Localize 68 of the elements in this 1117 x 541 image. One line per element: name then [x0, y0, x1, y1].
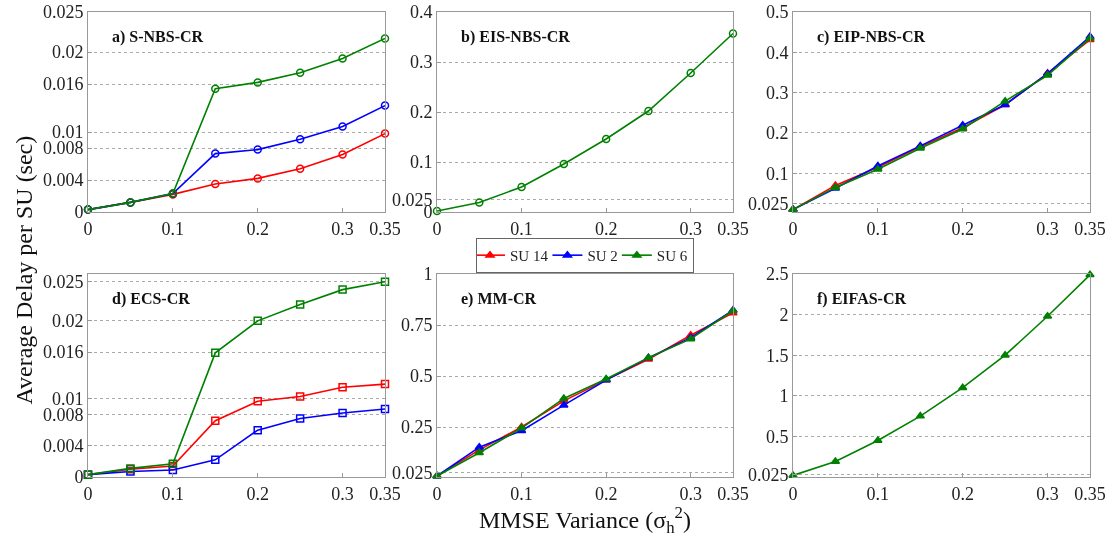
y-tick-label: 0 — [74, 202, 84, 223]
x-tick-label: 0.3 — [679, 483, 702, 504]
y-tick-label: 0.25 — [400, 417, 433, 438]
x-tick-label: 0.1 — [161, 218, 185, 239]
y-tick-label: 0.2 — [765, 123, 789, 144]
x-tick-label: 0.2 — [246, 483, 269, 504]
x-tick-label: 0.3 — [679, 218, 702, 239]
y-tick-label: 0.3 — [765, 82, 789, 103]
y-tick-label: 1 — [779, 386, 789, 407]
y-tick-label: 0.004 — [42, 436, 84, 457]
y-tick-label: 1 — [423, 264, 433, 285]
y-tick-label: 0.2 — [409, 102, 433, 123]
y-tick-label: 2.5 — [765, 264, 789, 285]
x-axis-title: MMSE Variance (σ$_{h}$$^{2}$) — [479, 503, 691, 538]
y-tick-label: 0.02 — [51, 311, 84, 332]
y-tick-label: 0.025 — [42, 2, 84, 23]
text: c) EIP-NBS-CR — [817, 28, 926, 46]
y-tick-label: 0.025 — [42, 272, 84, 293]
x-tick-label: 0.2 — [951, 483, 974, 504]
text: f) EIFAS-CR — [817, 290, 907, 308]
text: e) MM-CR — [461, 290, 537, 308]
y-tick-label: 2 — [779, 304, 789, 325]
y-tick-label: 0.02 — [51, 42, 84, 63]
y-tick-label: 0.4 — [765, 42, 789, 63]
text: d) ECS-CR — [112, 290, 191, 308]
y-tick-label: 0.1 — [409, 152, 433, 173]
y-tick-label: 0.016 — [42, 342, 84, 363]
y-tick-label: 0.4 — [409, 2, 433, 23]
y-tick-label: 0.3 — [409, 52, 433, 73]
text: a) S-NBS-CR — [112, 28, 204, 46]
x-tick-label: 0.1 — [510, 218, 533, 239]
x-tick-label: 0.35 — [717, 218, 749, 239]
x-tick-label: 0.3 — [1036, 218, 1059, 239]
y-tick-label: 0 — [74, 467, 84, 488]
x-tick-label: 0.3 — [331, 483, 354, 504]
x-tick-label: 0.35 — [369, 483, 401, 504]
y-tick-label: 0.025 — [391, 463, 433, 484]
y-tick-label: 0.5 — [765, 426, 789, 447]
x-tick-label: 0.35 — [1074, 483, 1106, 504]
y-tick-label: 0.5 — [409, 366, 433, 387]
x-tick-label: 0.2 — [246, 218, 269, 239]
x-tick-label: 0.35 — [1074, 218, 1106, 239]
x-tick-label: 0.1 — [866, 483, 890, 504]
y-tick-label: 0.008 — [42, 404, 84, 425]
text: b) EIS-NBS-CR — [461, 28, 571, 46]
y-tick-label: 0.004 — [42, 170, 84, 191]
y-tick-label: 0.025 — [747, 193, 789, 214]
y-tick-label: 0.016 — [42, 74, 84, 95]
y-tick-label: 0.008 — [42, 138, 84, 159]
x-tick-label: 0.3 — [331, 218, 354, 239]
y-axis-title: Average Delay per SU (sec) — [10, 135, 37, 405]
x-tick-label: 0.2 — [594, 218, 618, 239]
legend-label: SU 14 — [510, 248, 549, 265]
x-tick-label: 0.35 — [369, 218, 401, 239]
legend-label: SU 2 — [587, 248, 618, 265]
x-tick-label: 0.1 — [866, 218, 890, 239]
x-tick-label: 0.35 — [717, 483, 749, 504]
y-tick-label: 0.5 — [765, 2, 789, 23]
x-tick-label: 0.2 — [594, 483, 618, 504]
y-tick-label: 0.75 — [400, 315, 433, 336]
x-tick-label: 0.3 — [1036, 483, 1059, 504]
x-tick-label: 0.2 — [951, 218, 974, 239]
x-tick-label: 0.1 — [161, 483, 185, 504]
y-tick-label: 0.1 — [765, 163, 789, 184]
y-tick-label: 0.025 — [747, 465, 789, 486]
y-tick-label: 1.5 — [765, 345, 789, 366]
x-tick-label: 0.1 — [510, 483, 533, 504]
legend-label: SU 6 — [656, 248, 688, 265]
